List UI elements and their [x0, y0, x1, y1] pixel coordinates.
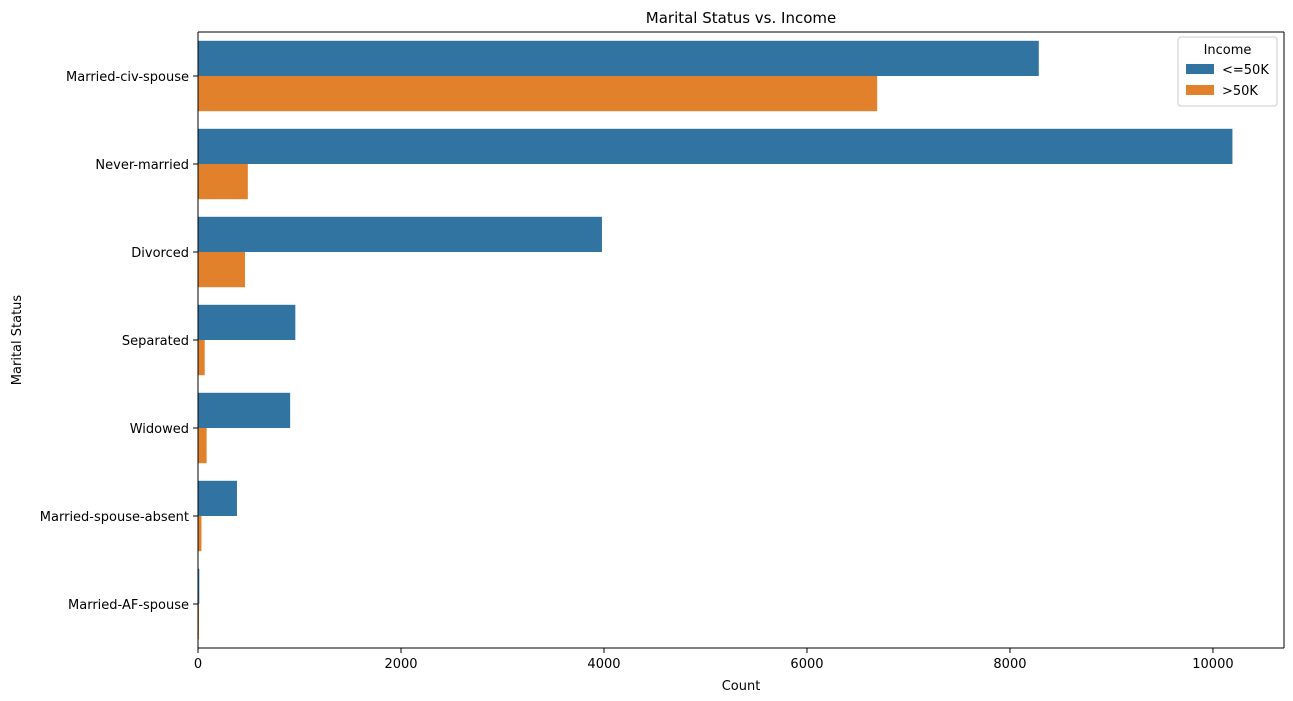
bars-group: [198, 40, 1233, 640]
x-tick-label: 0: [194, 657, 202, 672]
x-tick-label: 4000: [587, 657, 620, 672]
bar-le50k-married-af-spouse: [198, 568, 200, 604]
y-tick-label: Married-spouse-absent: [40, 510, 189, 525]
y-tick-label: Never-married: [95, 158, 189, 173]
bar-le50k-married-civ-spouse: [198, 40, 1039, 76]
legend-swatch: [1186, 64, 1214, 74]
y-tick-label: Separated: [122, 334, 189, 349]
y-tick-label: Widowed: [130, 422, 189, 437]
bar-gt50k-separated: [198, 340, 205, 376]
legend-swatch: [1186, 85, 1214, 95]
bar-gt50k-married-spouse-absent: [198, 516, 202, 552]
bar-le50k-never-married: [198, 128, 1233, 164]
legend-label: >50K: [1222, 84, 1258, 99]
bar-gt50k-never-married: [198, 164, 248, 200]
x-tick-label: 6000: [790, 657, 823, 672]
y-axis-title: Marital Status: [10, 295, 25, 386]
y-tick-label: Married-civ-spouse: [66, 70, 189, 85]
axes-group: 0 2000 4000 6000 8000 10000 Married-civ-spouse…: [40, 31, 1285, 672]
bar-le50k-married-spouse-absent: [198, 480, 237, 516]
legend-label: <=50K: [1222, 63, 1269, 78]
legend: Income <=50K >50K: [1177, 36, 1278, 107]
legend-title: Income: [1204, 43, 1252, 58]
x-tick-label: 2000: [384, 657, 417, 672]
bar-gt50k-married-civ-spouse: [198, 76, 878, 112]
bar-gt50k-widowed: [198, 428, 207, 464]
bar-le50k-separated: [198, 304, 296, 340]
bar-gt50k-divorced: [198, 252, 245, 288]
bar-le50k-divorced: [198, 216, 602, 252]
bar-le50k-widowed: [198, 392, 291, 428]
y-tick-label: Married-AF-spouse: [68, 598, 189, 613]
x-tick-label: 10000: [1192, 657, 1233, 672]
x-tick-label: 8000: [993, 657, 1026, 672]
bar-gt50k-married-af-spouse: [198, 604, 200, 640]
x-axis-title: Count: [722, 679, 761, 694]
chart-title: Marital Status vs. Income: [646, 9, 836, 27]
y-tick-label: Divorced: [131, 246, 189, 261]
